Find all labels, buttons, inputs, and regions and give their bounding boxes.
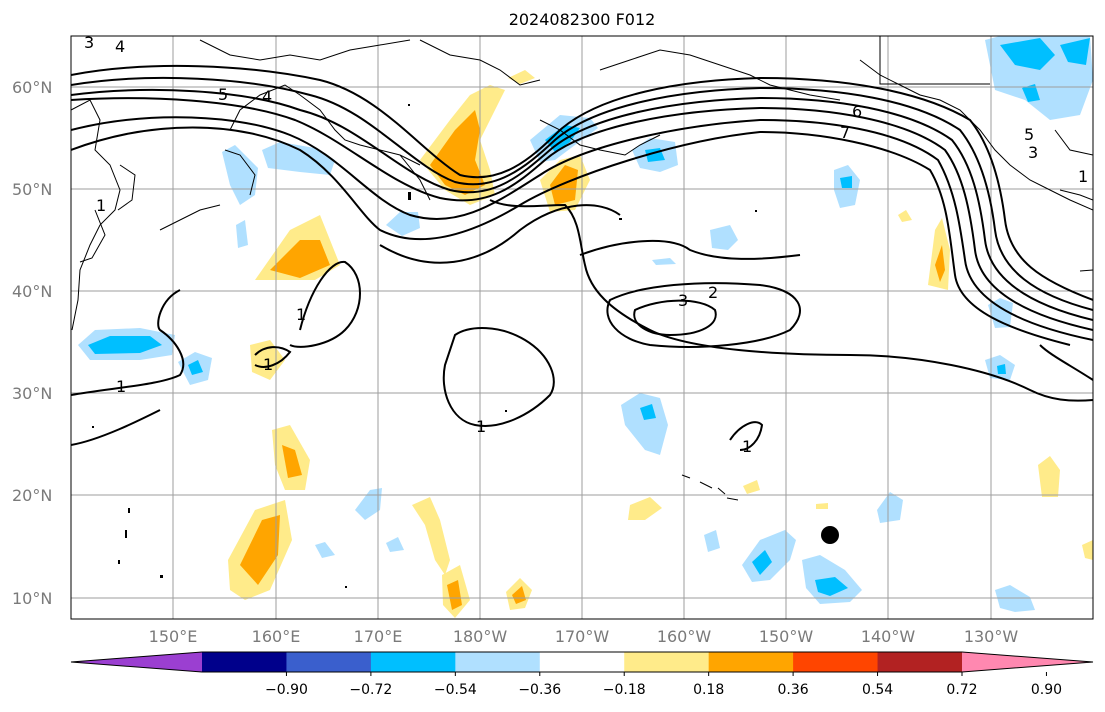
contour-label: 3 <box>84 33 94 52</box>
lat-label: 40°N <box>12 282 52 301</box>
colorbar-tick-label: −0.72 <box>349 682 392 698</box>
contour-label: 1 <box>1078 167 1088 186</box>
contour-label: 3 <box>678 291 688 310</box>
colorbar-segment <box>708 652 794 672</box>
chart-title: 2024082300 F012 <box>509 10 656 29</box>
contour-label: 4 <box>115 37 125 56</box>
lon-label: 130°W <box>964 627 1019 646</box>
contour-label: 1 <box>742 437 752 456</box>
graticule <box>71 36 1093 619</box>
latitude-labels: 60°N 50°N 40°N 30°N 20°N 10°N <box>12 78 52 608</box>
colorbar-segment <box>877 652 963 672</box>
contour-label: 1 <box>296 305 306 324</box>
colorbar-extend-high <box>962 652 1093 672</box>
lon-label: 140°W <box>861 627 916 646</box>
lon-label: 150°E <box>149 627 198 646</box>
map-border <box>70 35 1094 620</box>
positive-anomaly-fills <box>228 70 1093 618</box>
contour-lines <box>71 64 1093 451</box>
colorbar-segment <box>202 652 287 672</box>
small-islands <box>92 104 757 588</box>
colorbar-segment <box>624 652 710 672</box>
colorbar-segment <box>793 652 879 672</box>
colorbar-segment <box>455 652 541 672</box>
colorbar-tick-label: 0.36 <box>778 682 809 698</box>
contour-labels: 3 4 5 4 6 2 3 1 1 1 1 1 1 7 5 3 1 <box>84 33 1088 456</box>
contour-label: 2 <box>708 283 718 302</box>
map-area: 3 4 5 4 6 2 3 1 1 1 1 1 1 7 5 3 1 <box>71 33 1093 619</box>
colorbar-outline <box>70 651 1094 673</box>
lon-label: 180°W <box>453 627 508 646</box>
colorbar-tick-label: 0.90 <box>1031 682 1062 698</box>
contour-label: 1 <box>476 417 486 436</box>
contour-label: 5 <box>218 85 228 104</box>
lon-label: 170°W <box>555 627 610 646</box>
lon-label: 150°W <box>759 627 814 646</box>
lat-label: 30°N <box>12 384 52 403</box>
lat-label: 10°N <box>12 589 52 608</box>
contour-label: 1 <box>96 196 106 215</box>
colorbar-tick-label: −0.54 <box>434 682 477 698</box>
lat-label: 60°N <box>12 78 52 97</box>
lat-label: 20°N <box>12 486 52 505</box>
contour-label: 5 <box>1024 125 1034 144</box>
coastlines <box>71 36 1093 501</box>
colorbar-segment <box>539 652 625 672</box>
lon-label: 160°E <box>252 627 301 646</box>
colorbar-segment <box>286 652 372 672</box>
lon-label: 160°W <box>657 627 712 646</box>
colorbar-tick-label: −0.36 <box>518 682 561 698</box>
colorbar-tick-label: −0.90 <box>265 682 308 698</box>
colorbar-extend-low <box>71 652 202 672</box>
colorbar-tick-label: −0.18 <box>603 682 646 698</box>
longitude-labels: 150°E 160°E 170°E 180°W 170°W 160°W 150°… <box>149 627 1019 646</box>
contour-label: 1 <box>116 377 126 396</box>
colorbar-tick-label: 0.54 <box>862 682 893 698</box>
colorbar-tick-label: 0.72 <box>946 682 977 698</box>
storm-center-marker <box>821 526 839 544</box>
contour-label: 4 <box>262 87 272 106</box>
contour-label: 7 <box>840 123 850 142</box>
lat-label: 50°N <box>12 180 52 199</box>
contour-label: 6 <box>852 102 862 121</box>
contour-label: 3 <box>1028 143 1038 162</box>
colorbar-tick-label: 0.18 <box>693 682 724 698</box>
colorbar-segment <box>370 652 456 672</box>
lon-label: 170°E <box>354 627 403 646</box>
colorbar: −0.90 −0.72 −0.54 −0.36 −0.18 0.18 0.36 0.54 0.7… <box>70 651 1094 698</box>
contour-label: 1 <box>263 355 273 374</box>
